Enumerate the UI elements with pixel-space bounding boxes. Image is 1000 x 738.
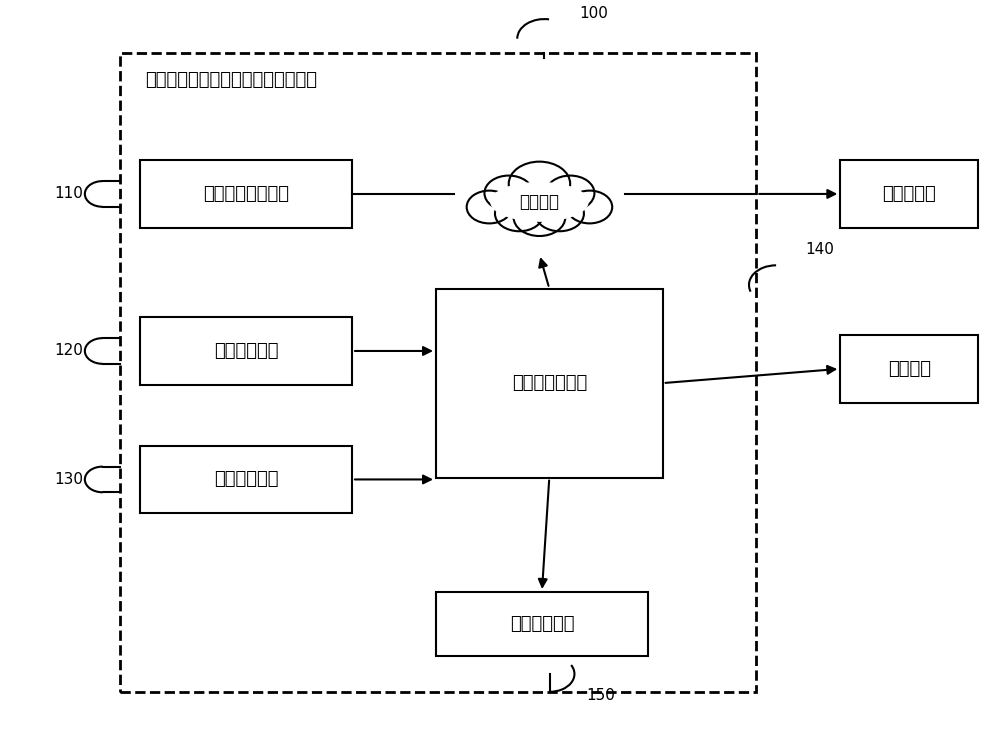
Circle shape	[467, 190, 512, 224]
Text: 120: 120	[54, 343, 83, 359]
Text: 出入口控制设备: 出入口控制设备	[512, 374, 587, 392]
Text: 区域网络: 区域网络	[519, 193, 559, 211]
Circle shape	[509, 162, 570, 206]
FancyBboxPatch shape	[436, 592, 648, 656]
Text: 显示播报设备: 显示播报设备	[510, 615, 574, 633]
FancyBboxPatch shape	[840, 160, 978, 228]
Circle shape	[484, 176, 533, 210]
Text: 区域管理员: 区域管理员	[882, 185, 936, 203]
FancyBboxPatch shape	[436, 289, 663, 477]
Text: 体温测量设备: 体温测量设备	[214, 470, 278, 489]
Text: 140: 140	[806, 242, 835, 257]
Ellipse shape	[491, 182, 588, 221]
FancyBboxPatch shape	[140, 317, 352, 385]
FancyBboxPatch shape	[140, 160, 352, 228]
FancyBboxPatch shape	[140, 446, 352, 514]
Text: 人行道闸: 人行道闸	[888, 360, 931, 378]
Text: 区域人行道闸自动测温通行控制系统: 区域人行道闸自动测温通行控制系统	[145, 71, 317, 89]
Circle shape	[514, 199, 565, 236]
Text: 身份认证设备: 身份认证设备	[214, 342, 278, 360]
Circle shape	[546, 176, 594, 210]
Text: 110: 110	[54, 187, 83, 201]
Circle shape	[567, 190, 612, 224]
Text: 130: 130	[54, 472, 83, 487]
Text: 区域出入管理平台: 区域出入管理平台	[203, 185, 289, 203]
Circle shape	[535, 196, 584, 231]
FancyBboxPatch shape	[840, 335, 978, 403]
Text: 150: 150	[586, 688, 615, 703]
Circle shape	[495, 196, 543, 231]
Text: 100: 100	[579, 6, 608, 21]
Ellipse shape	[479, 173, 600, 230]
